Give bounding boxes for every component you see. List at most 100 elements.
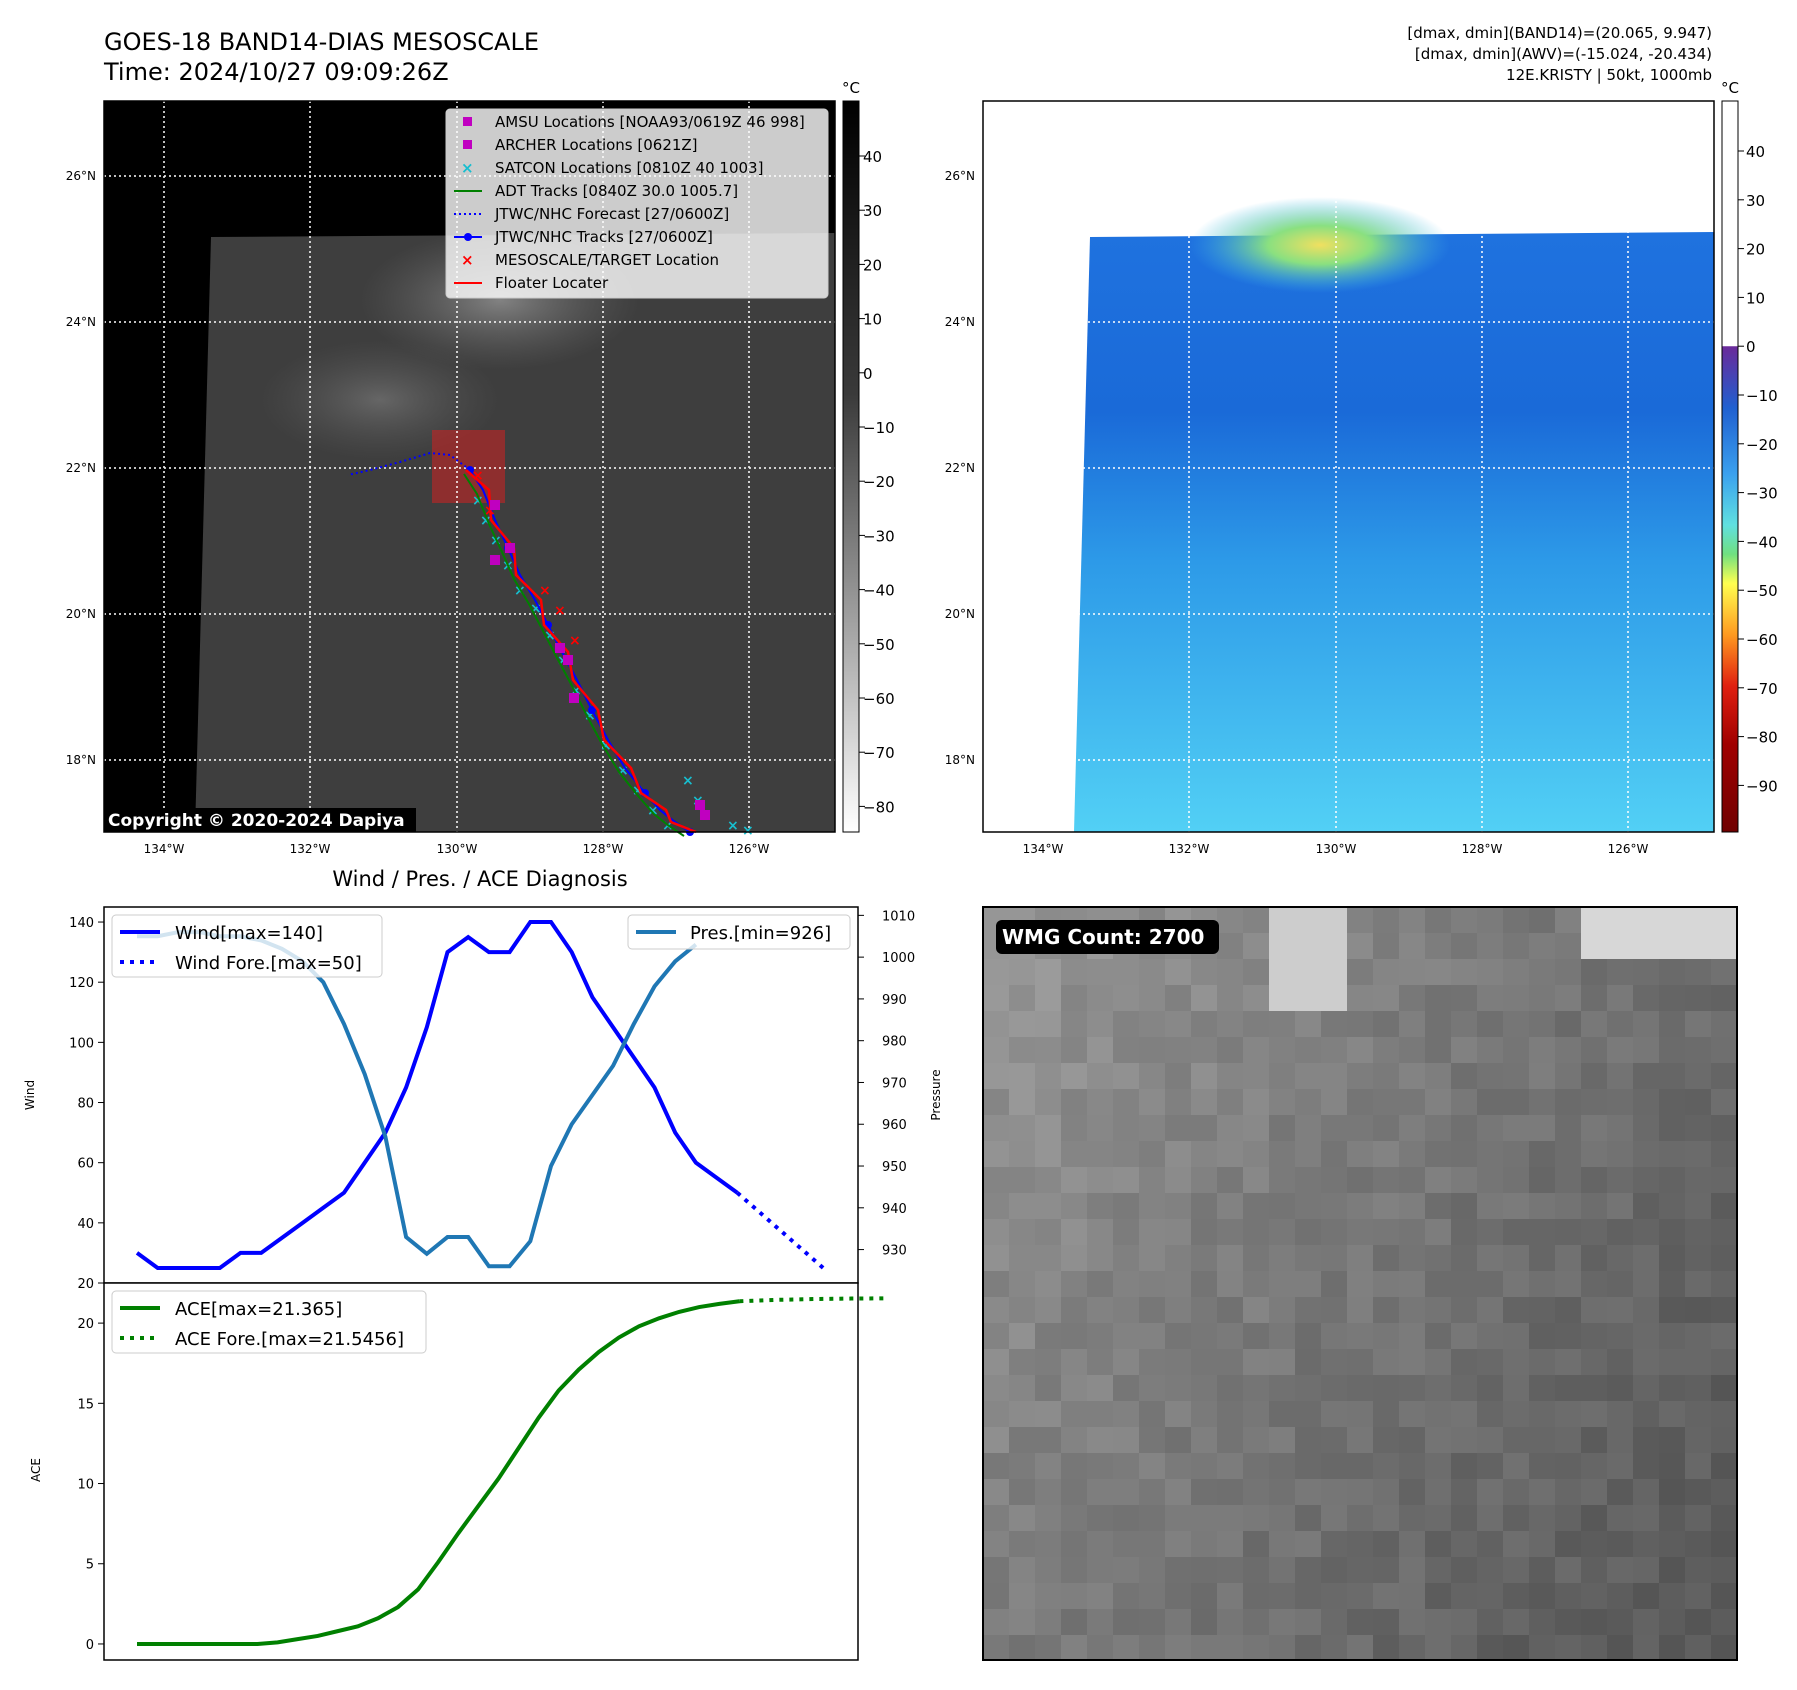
wmg-pixel: [1269, 1531, 1295, 1557]
wmg-pixel: [1685, 1349, 1711, 1375]
wmg-pixel: [1373, 1323, 1399, 1349]
wmg-pixel: [1087, 1089, 1113, 1115]
wmg-pixel: [1243, 985, 1269, 1011]
wmg-pixel: [1477, 985, 1503, 1011]
wmg-pixel: [983, 1531, 1009, 1557]
wmg-pixel: [1425, 1349, 1451, 1375]
wmg-pixel: [1035, 1583, 1061, 1609]
wmg-pixel: [1451, 1089, 1477, 1115]
lon-label: 130°W: [1316, 842, 1357, 856]
wmg-pixel: [1529, 1089, 1555, 1115]
ace-line: [137, 1299, 740, 1646]
wmg-pixel: [1269, 1011, 1295, 1037]
wmg-pixel: [1269, 1037, 1295, 1063]
wmg-pixel: [1295, 907, 1321, 933]
wmg-pixel: [1399, 985, 1425, 1011]
wmg-pixel: [1165, 1583, 1191, 1609]
wmg-pixel: [983, 959, 1009, 985]
colorbar-tick-label: 10: [1746, 289, 1765, 307]
wmg-pixel: [1243, 1375, 1269, 1401]
wmg-pixel: [1425, 1583, 1451, 1609]
wmg-pixel: [1607, 1219, 1633, 1245]
wmg-pixel: [1373, 1375, 1399, 1401]
wmg-pixel: [1191, 985, 1217, 1011]
wmg-pixel: [1685, 1271, 1711, 1297]
wmg-pixel: [1425, 1427, 1451, 1453]
wmg-pixel: [1295, 1063, 1321, 1089]
wmg-pixel: [1217, 1167, 1243, 1193]
lon-label: 130°W: [437, 842, 478, 856]
wmg-pixel: [1139, 1193, 1165, 1219]
wmg-pixel: [1139, 1141, 1165, 1167]
wmg-pixel: [1529, 1635, 1555, 1660]
wmg-pixel: [983, 1115, 1009, 1141]
wmg-pixel: [1425, 1271, 1451, 1297]
wmg-pixel: [1295, 985, 1321, 1011]
wmg-pixel: [983, 1063, 1009, 1089]
wmg-pixel: [1191, 1115, 1217, 1141]
wmg-pixel: [1685, 985, 1711, 1011]
pressure-ytick-label: 930: [882, 1244, 907, 1259]
amsu-marker: [555, 643, 565, 653]
wmg-pixel: [1113, 1583, 1139, 1609]
wmg-pixel: [1113, 1401, 1139, 1427]
wmg-pixel: [1425, 1297, 1451, 1323]
wmg-pixel: [1659, 1427, 1685, 1453]
lat-label: 24°N: [945, 315, 975, 329]
wmg-pixel: [1607, 907, 1633, 933]
wmg-pixel: [1087, 1609, 1113, 1635]
wmg-pixel: [1373, 1167, 1399, 1193]
wmg-pixel: [1295, 1193, 1321, 1219]
wmg-pixel: [1503, 1453, 1529, 1479]
wmg-pixel: [1373, 1037, 1399, 1063]
satcon-marker: ×: [472, 493, 484, 509]
wmg-pixel: [1711, 1323, 1737, 1349]
wmg-pixel: [1659, 1011, 1685, 1037]
colorbar-tick-label: −20: [1746, 436, 1778, 454]
wmg-pixel: [1217, 1505, 1243, 1531]
wmg-pixel: [1165, 1609, 1191, 1635]
wmg-pixel: [1659, 1115, 1685, 1141]
wmg-pixel: [1347, 1583, 1373, 1609]
wmg-pixel: [1295, 1115, 1321, 1141]
wmg-pixel: [1009, 1531, 1035, 1557]
wmg-pixel: [1269, 985, 1295, 1011]
wmg-pixel: [1685, 1323, 1711, 1349]
wmg-pixel: [1321, 1531, 1347, 1557]
legend-label: ARCHER Locations [0621Z]: [495, 136, 698, 154]
wmg-pixel: [1399, 1115, 1425, 1141]
colorbar-tick-label: −40: [1746, 533, 1778, 551]
wmg-pixel: [1685, 1479, 1711, 1505]
wmg-pixel: [1555, 1609, 1581, 1635]
wmg-pixel: [1633, 1583, 1659, 1609]
wmg-pixel: [1347, 1219, 1373, 1245]
mesoscale-marker: ×: [484, 503, 496, 519]
awv-dry-feature: [1190, 197, 1450, 293]
wmg-pixel: [1217, 1037, 1243, 1063]
wmg-pixel: [1477, 1635, 1503, 1660]
wmg-pixel: [1087, 1505, 1113, 1531]
wmg-pixel: [1347, 933, 1373, 959]
wmg-pixel: [1503, 1323, 1529, 1349]
satcon-marker: ×: [617, 763, 629, 779]
wmg-pixel: [1321, 1323, 1347, 1349]
wmg-pixel: [1165, 1531, 1191, 1557]
wmg-pixel: [1009, 1089, 1035, 1115]
wmg-pixel: [1711, 1557, 1737, 1583]
wmg-pixel: [1425, 1115, 1451, 1141]
wmg-pixel: [1477, 1063, 1503, 1089]
wmg-pixel: [1347, 985, 1373, 1011]
pres-legend-label: Pres.[min=926]: [690, 923, 831, 944]
wmg-pixel: [1555, 1245, 1581, 1271]
wmg-pixel: [1581, 907, 1607, 933]
wmg-pixel: [1347, 1557, 1373, 1583]
wmg-pixel: [1139, 1609, 1165, 1635]
wmg-pixel: [1061, 1037, 1087, 1063]
wmg-pixel: [1061, 1531, 1087, 1557]
legend-marker: [464, 233, 472, 241]
wmg-pixel: [1477, 1375, 1503, 1401]
wmg-pixel: [1581, 933, 1607, 959]
awv-colorbar-unit: °C: [1721, 79, 1739, 97]
wmg-pixel: [1113, 1193, 1139, 1219]
wmg-pixel: [1217, 1011, 1243, 1037]
